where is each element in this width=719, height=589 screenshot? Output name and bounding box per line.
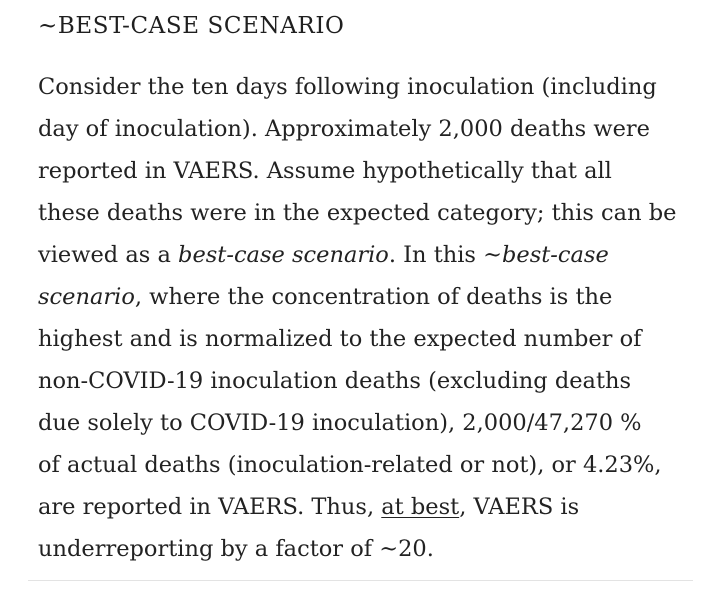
line-text: , VAERS is — [459, 494, 580, 520]
line-text: viewed as a — [38, 242, 179, 268]
line-text: non-COVID-19 inoculation deaths (excludi… — [38, 368, 632, 394]
paragraph-line: viewed as a best-case scenario. In this … — [38, 234, 698, 276]
paragraph-line: reported in VAERS. Assume hypothetically… — [38, 150, 698, 192]
line-text: of actual deaths (inoculation-related or… — [38, 452, 662, 478]
underlined-text: at best — [381, 494, 460, 520]
line-text: underreporting by a factor of ~20. — [38, 536, 434, 562]
paragraph-line: of actual deaths (inoculation-related or… — [38, 444, 698, 486]
line-text: are reported in VAERS. Thus, — [38, 494, 382, 520]
paragraph-line: are reported in VAERS. Thus, at best, VA… — [38, 486, 698, 528]
paragraph-line: Consider the ten days following inoculat… — [38, 66, 698, 108]
line-text: these deaths were in the expected catego… — [38, 200, 677, 226]
section-heading: ~BEST-CASE SCENARIO — [38, 13, 345, 39]
paragraph-line: non-COVID-19 inoculation deaths (excludi… — [38, 360, 698, 402]
paragraph-line: due solely to COVID-19 inoculation), 2,0… — [38, 402, 698, 444]
line-text: . In this — [388, 242, 484, 268]
line-text: highest and is normalized to the expecte… — [38, 326, 642, 352]
paragraph-line: scenario, where the concentration of dea… — [38, 276, 698, 318]
line-text: day of inoculation). Approximately 2,000… — [38, 116, 650, 142]
line-text: Consider the ten days following inoculat… — [38, 74, 657, 100]
paragraph-line: underreporting by a factor of ~20. — [38, 528, 698, 570]
emphasis-text: ~best-case — [483, 242, 609, 268]
line-text: reported in VAERS. Assume hypothetically… — [38, 158, 612, 184]
paragraph-line: highest and is normalized to the expecte… — [38, 318, 698, 360]
line-text: , where the concentration of deaths is t… — [134, 284, 613, 310]
body-paragraph: Consider the ten days following inoculat… — [38, 66, 698, 570]
emphasis-text: scenario — [38, 284, 135, 310]
paragraph-line: these deaths were in the expected catego… — [38, 192, 698, 234]
section-divider — [28, 580, 693, 581]
emphasis-text: best-case scenario — [178, 242, 389, 268]
line-text: due solely to COVID-19 inoculation), 2,0… — [38, 410, 642, 436]
paragraph-line: day of inoculation). Approximately 2,000… — [38, 108, 698, 150]
